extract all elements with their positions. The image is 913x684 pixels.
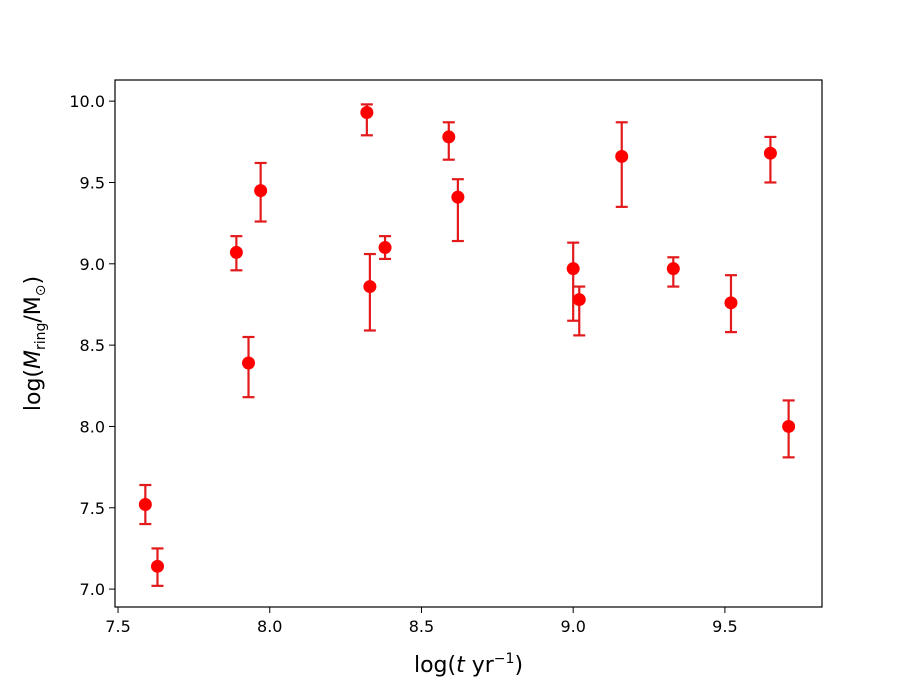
data-point — [150, 547, 164, 587]
point-marker — [150, 559, 164, 573]
data-point — [724, 274, 738, 334]
x-tick-label: 8.0 — [257, 617, 282, 636]
data-point — [229, 235, 243, 272]
point-marker — [615, 149, 629, 163]
y-tick-label: 7.5 — [80, 499, 105, 518]
point-marker — [724, 296, 738, 310]
point-marker — [378, 241, 392, 255]
point-marker — [451, 190, 465, 204]
data-point — [572, 285, 586, 337]
point-marker — [360, 106, 374, 120]
x-tick-label: 9.0 — [560, 617, 585, 636]
data-point — [763, 135, 777, 184]
point-marker — [572, 293, 586, 307]
y-tick-label: 8.0 — [80, 417, 105, 436]
data-point — [566, 241, 580, 322]
point-marker — [254, 184, 268, 198]
y-tick-label: 8.5 — [80, 336, 105, 355]
data-point — [615, 121, 629, 208]
data-point — [363, 252, 377, 332]
data-points — [138, 103, 796, 587]
x-tick-label: 8.5 — [409, 617, 434, 636]
y-tick-label: 10.0 — [69, 92, 105, 111]
x-axis-label: log(t yr−1) — [414, 651, 523, 678]
data-point — [138, 483, 152, 526]
point-marker — [763, 146, 777, 160]
data-point — [254, 161, 268, 223]
x-axis-ticks: 7.5 8.0 8.5 9.0 9.5 — [105, 607, 738, 636]
point-marker — [363, 280, 377, 294]
point-marker — [442, 130, 456, 144]
point-marker — [666, 262, 680, 276]
point-marker — [242, 356, 256, 370]
x-tick-label: 9.5 — [712, 617, 737, 636]
y-axis-ticks: 7.0 7.5 8.0 8.5 9.0 9.5 10.0 — [69, 92, 115, 599]
data-point — [242, 335, 256, 399]
y-tick-label: 7.0 — [80, 580, 105, 599]
plot-area-frame — [114, 79, 823, 608]
data-point — [442, 121, 456, 161]
point-marker — [229, 245, 243, 259]
data-point — [782, 399, 796, 459]
data-point — [360, 103, 374, 137]
y-tick-label: 9.5 — [80, 173, 105, 192]
y-axis-label: log(Mring/M⊙) — [21, 276, 49, 411]
y-tick-label: 9.0 — [80, 255, 105, 274]
data-point — [378, 235, 392, 261]
x-tick-label: 7.5 — [105, 617, 130, 636]
point-marker — [782, 419, 796, 433]
point-marker — [138, 498, 152, 512]
point-marker — [566, 262, 580, 276]
data-point — [451, 178, 465, 243]
data-point — [666, 256, 680, 288]
